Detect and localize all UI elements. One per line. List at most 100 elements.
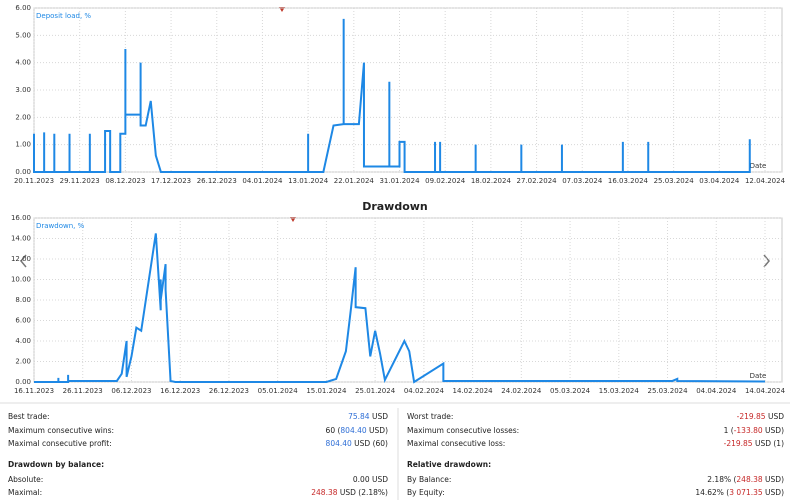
stat-value-part: -133.80 (734, 426, 763, 435)
y-tick-label: 0.00 (15, 378, 31, 386)
stat-label: Maximum consecutive losses: (407, 426, 519, 435)
x-axis-label: Date (750, 372, 767, 380)
y-tick-label: 3.00 (15, 86, 31, 94)
stat-label: Maximal consecutive profit: (8, 439, 112, 448)
section-heading: Drawdown by balance: (8, 460, 104, 469)
line-series (33, 18, 751, 173)
y-tick-label: 5.00 (15, 31, 31, 39)
y-tick-label: 16.00 (11, 214, 31, 222)
y-tick-label: 14.00 (11, 235, 31, 243)
stat-label: Maximum consecutive wins: (8, 426, 114, 435)
stat-value-part: 75.84 (348, 412, 370, 421)
stat-value-part: USD) (763, 475, 784, 484)
stat-label: Worst trade: (407, 412, 453, 421)
section-heading: Relative drawdown: (407, 460, 491, 469)
stat-value-part: USD) (367, 426, 388, 435)
x-tick-label: 20.11.2023 (14, 177, 54, 185)
stat-label: By Equity: (407, 488, 445, 497)
x-tick-label: 09.02.2024 (425, 177, 466, 185)
stat-label: Absolute: (8, 475, 43, 484)
stat-label: Best trade: (8, 412, 50, 421)
stat-value: 0.00 USD (353, 475, 388, 484)
x-tick-label: 16.11.2023 (14, 387, 54, 395)
stat-value: -219.85 USD (737, 412, 785, 421)
x-tick-label: 08.12.2023 (105, 177, 145, 185)
stat-value-part: USD (2.18%) (338, 488, 389, 497)
stat-value: 60 (804.40 USD) (326, 426, 389, 435)
y-tick-label: 6.00 (15, 317, 31, 325)
stat-value: 14.62% (3 071.35 USD) (695, 488, 784, 497)
x-tick-label: 12.04.2024 (745, 177, 786, 185)
x-tick-label: 05.03.2024 (550, 387, 591, 395)
x-tick-label: 15.01.2024 (306, 387, 347, 395)
x-tick-label: 07.03.2024 (562, 177, 603, 185)
stat-value-part: 0.00 USD (353, 475, 388, 484)
chart-title: Drawdown (362, 200, 428, 213)
x-tick-label: 04.01.2024 (242, 177, 283, 185)
stat-value-part: -219.85 (737, 412, 766, 421)
y-tick-label: 1.00 (15, 141, 31, 149)
stat-value-part: USD (1) (753, 439, 784, 448)
stat-value-part: USD (766, 412, 785, 421)
x-tick-label: 14.04.2024 (745, 387, 786, 395)
x-tick-label: 06.12.2023 (111, 387, 151, 395)
stat-value-part: 804.40 (340, 426, 366, 435)
stat-value: 248.38 USD (2.18%) (311, 488, 388, 497)
stat-value: 2.18% (248.38 USD) (707, 475, 784, 484)
x-tick-label: 29.11.2023 (60, 177, 100, 185)
x-tick-label: 14.02.2024 (453, 387, 494, 395)
prev-arrow[interactable] (20, 254, 27, 268)
x-tick-label: 16.12.2023 (160, 387, 200, 395)
y-tick-label: 10.00 (11, 276, 31, 284)
stat-value-part: 1 ( (724, 426, 734, 435)
x-tick-label: 25.01.2024 (355, 387, 396, 395)
y-tick-label: 8.00 (15, 296, 31, 304)
x-tick-label: 26.12.2023 (197, 177, 237, 185)
x-tick-label: 26.12.2023 (209, 387, 249, 395)
series-label: Deposit load, % (36, 12, 91, 20)
x-tick-label: 18.02.2024 (471, 177, 512, 185)
stat-value-part: 3 071.35 (729, 488, 763, 497)
stat-value-part: -219.85 (724, 439, 753, 448)
y-tick-label: 2.00 (15, 358, 31, 366)
stat-value-part: 248.38 (311, 488, 337, 497)
x-tick-label: 16.03.2024 (608, 177, 649, 185)
stat-label: Maximal: (8, 488, 42, 497)
x-tick-label: 22.01.2024 (334, 177, 375, 185)
stat-label: By Balance: (407, 475, 451, 484)
x-tick-label: 03.04.2024 (699, 177, 740, 185)
y-tick-label: 12.00 (11, 255, 31, 263)
x-tick-label: 05.01.2024 (258, 387, 299, 395)
x-tick-label: 15.03.2024 (599, 387, 640, 395)
stat-value: 75.84 USD (348, 412, 388, 421)
x-tick-label: 25.03.2024 (647, 387, 688, 395)
x-tick-label: 25.03.2024 (654, 177, 695, 185)
stat-value: 1 (-133.80 USD) (724, 426, 784, 435)
stat-value-part: 248.38 (736, 475, 762, 484)
x-axis-label: Date (750, 162, 767, 170)
x-tick-label: 17.12.2023 (151, 177, 191, 185)
stat-value-part: 2.18% ( (707, 475, 736, 484)
x-tick-label: 04.02.2024 (404, 387, 445, 395)
stat-value: -219.85 USD (1) (724, 439, 784, 448)
stat-value-part: 60 ( (326, 426, 341, 435)
stat-value-part: 804.40 (326, 439, 352, 448)
x-tick-label: 27.02.2024 (517, 177, 558, 185)
y-tick-label: 0.00 (15, 168, 31, 176)
x-tick-label: 04.04.2024 (696, 387, 737, 395)
x-tick-label: 13.01.2024 (288, 177, 329, 185)
stat-value-part: USD (60) (352, 439, 388, 448)
stat-value-part: USD) (763, 488, 784, 497)
x-tick-label: 24.02.2024 (501, 387, 542, 395)
stat-value-part: USD (370, 412, 389, 421)
stat-value-part: USD) (763, 426, 784, 435)
next-arrow[interactable] (763, 254, 770, 268)
line-series (34, 233, 766, 384)
x-tick-label: 26.11.2023 (63, 387, 103, 395)
stat-label: Maximal consecutive loss: (407, 439, 505, 448)
stat-value: 804.40 USD (60) (326, 439, 389, 448)
y-tick-label: 4.00 (15, 337, 31, 345)
y-tick-label: 4.00 (15, 59, 31, 67)
